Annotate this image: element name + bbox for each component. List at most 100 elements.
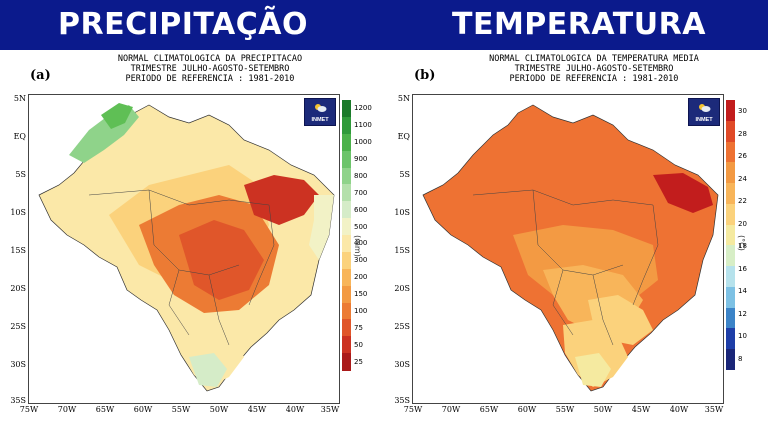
colorbar-cell <box>342 218 351 236</box>
colorbar-tick-label: 26 <box>738 152 747 161</box>
colorbar-tick-label: 150 <box>354 290 368 299</box>
colorbar-tick-label: 16 <box>738 264 747 273</box>
lat-label: EQ <box>397 132 410 141</box>
region-north-wet <box>101 103 133 129</box>
colorbar-cell <box>342 302 351 320</box>
lat-label: 5N <box>397 94 410 103</box>
header-line: NORMAL CLIMATOLOGICA DA PRECIPITACAO <box>117 54 303 64</box>
colorbar-unit: (mm) <box>353 235 362 257</box>
lon-label: 50W <box>209 405 229 414</box>
colorbar-tick-label: 1000 <box>354 138 372 147</box>
colorbar-tick-label: 800 <box>354 171 368 180</box>
lon-label: 45W <box>247 405 267 414</box>
colorbar-tick-label: 30 <box>738 107 747 116</box>
colorbar-tick-label: 500 <box>354 222 368 231</box>
lat-label: 15S <box>394 246 410 255</box>
colorbar-tick-label: 14 <box>738 287 747 296</box>
header-line: PERIODO DE REFERENCIA : 1981-2010 <box>509 74 679 84</box>
panel-header: NORMAL CLIMATOLOGICA DA TEMPERATURA MEDI… <box>424 54 764 84</box>
lon-label: 40W <box>285 405 305 414</box>
colorbar-tick-label: 600 <box>354 205 368 214</box>
lon-label: 70W <box>441 405 461 414</box>
header-line: TRIMESTRE JULHO-AGOSTO-SETEMBRO <box>130 64 290 74</box>
lon-label: 60W <box>517 405 537 414</box>
colorbar-cell <box>342 133 351 152</box>
colorbar-cell <box>726 162 735 184</box>
state-borders <box>472 189 659 346</box>
colorbar-tick-label: 20 <box>738 219 747 228</box>
lon-label: 75W <box>19 405 39 414</box>
lon-label: 55W <box>555 405 575 414</box>
colorbar-cell <box>726 141 735 163</box>
lat-label: 15S <box>10 246 26 255</box>
lon-label: 50W <box>593 405 613 414</box>
colorbar-cell <box>342 100 351 118</box>
lat-label: 5S <box>399 170 410 179</box>
colorbar-tick-label: 300 <box>354 256 368 265</box>
colorbar-cell <box>726 286 735 309</box>
weather-logo-icon <box>315 104 327 112</box>
lat-label: 30S <box>10 360 26 369</box>
lon-label: 35W <box>704 405 724 414</box>
lon-label: 70W <box>57 405 77 414</box>
colorbar-cell <box>342 150 351 168</box>
temperature-colorbar <box>726 100 735 371</box>
brazil-map <box>38 103 335 392</box>
region-far-south <box>575 353 611 387</box>
colorbar-tick-label: 200 <box>354 273 368 282</box>
colorbar-tick-label: 50 <box>354 340 363 349</box>
inmet-logo: INMET <box>304 98 336 126</box>
temperature-title: TEMPERATURA <box>452 7 706 42</box>
colorbar-cell <box>726 183 735 205</box>
lon-label: 40W <box>669 405 689 414</box>
colorbar-cell <box>342 285 351 303</box>
colorbar-cell <box>342 235 351 253</box>
lat-label: 25S <box>10 322 26 331</box>
inmet-logo: INMET <box>688 98 720 126</box>
colorbar-tick-label: 1100 <box>354 121 372 130</box>
colorbar-cell <box>342 319 351 337</box>
panel-letter: (a) <box>30 68 51 83</box>
colorbar-tick-label: 8 <box>738 354 743 363</box>
colorbar-tick-label: 22 <box>738 197 747 206</box>
colorbar-tick-label: 1200 <box>354 104 372 113</box>
lon-label: 35W <box>320 405 340 414</box>
lon-label: 55W <box>171 405 191 414</box>
colorbar-tick-label: 10 <box>738 332 747 341</box>
lat-label: 10S <box>10 208 26 217</box>
lat-label: 35S <box>394 396 410 405</box>
precipitation-colorbar <box>342 100 351 371</box>
region-east-coast <box>309 195 334 260</box>
panel-letter: (b) <box>414 68 436 83</box>
colorbar-unit: (°C) <box>737 235 746 251</box>
colorbar-tick-label: 12 <box>738 309 747 318</box>
colorbar-cell <box>342 353 351 371</box>
lon-label: 65W <box>95 405 115 414</box>
precipitation-map <box>28 94 340 404</box>
panel-header: NORMAL CLIMATOLOGICA DA PRECIPITACAO TRI… <box>40 54 380 84</box>
lat-label: 20S <box>394 284 410 293</box>
colorbar-tick-label: 28 <box>738 129 747 138</box>
brazil-map <box>422 104 719 392</box>
lat-label: 10S <box>394 208 410 217</box>
lat-label: 5N <box>13 94 26 103</box>
lon-label: 45W <box>631 405 651 414</box>
region-center-core <box>179 220 264 300</box>
lat-label: 25S <box>394 322 410 331</box>
lon-label: 65W <box>479 405 499 414</box>
weather-logo-icon <box>699 104 711 112</box>
colorbar-cell <box>726 245 735 267</box>
colorbar-tick-label: 75 <box>354 323 363 332</box>
colorbar-tick-label: 700 <box>354 188 368 197</box>
colorbar-cell <box>726 203 735 226</box>
colorbar-cell <box>342 116 351 135</box>
region-far-south <box>189 353 227 387</box>
colorbar-cell <box>726 266 735 288</box>
temperature-map <box>412 94 724 404</box>
lat-label: 20S <box>10 284 26 293</box>
colorbar-tick-label: 18 <box>738 242 747 251</box>
lat-label: 5S <box>15 170 26 179</box>
lon-label: 75W <box>403 405 423 414</box>
header-line: NORMAL CLIMATOLOGICA DA TEMPERATURA MEDI… <box>489 54 699 64</box>
colorbar-tick-label: 25 <box>354 357 363 366</box>
